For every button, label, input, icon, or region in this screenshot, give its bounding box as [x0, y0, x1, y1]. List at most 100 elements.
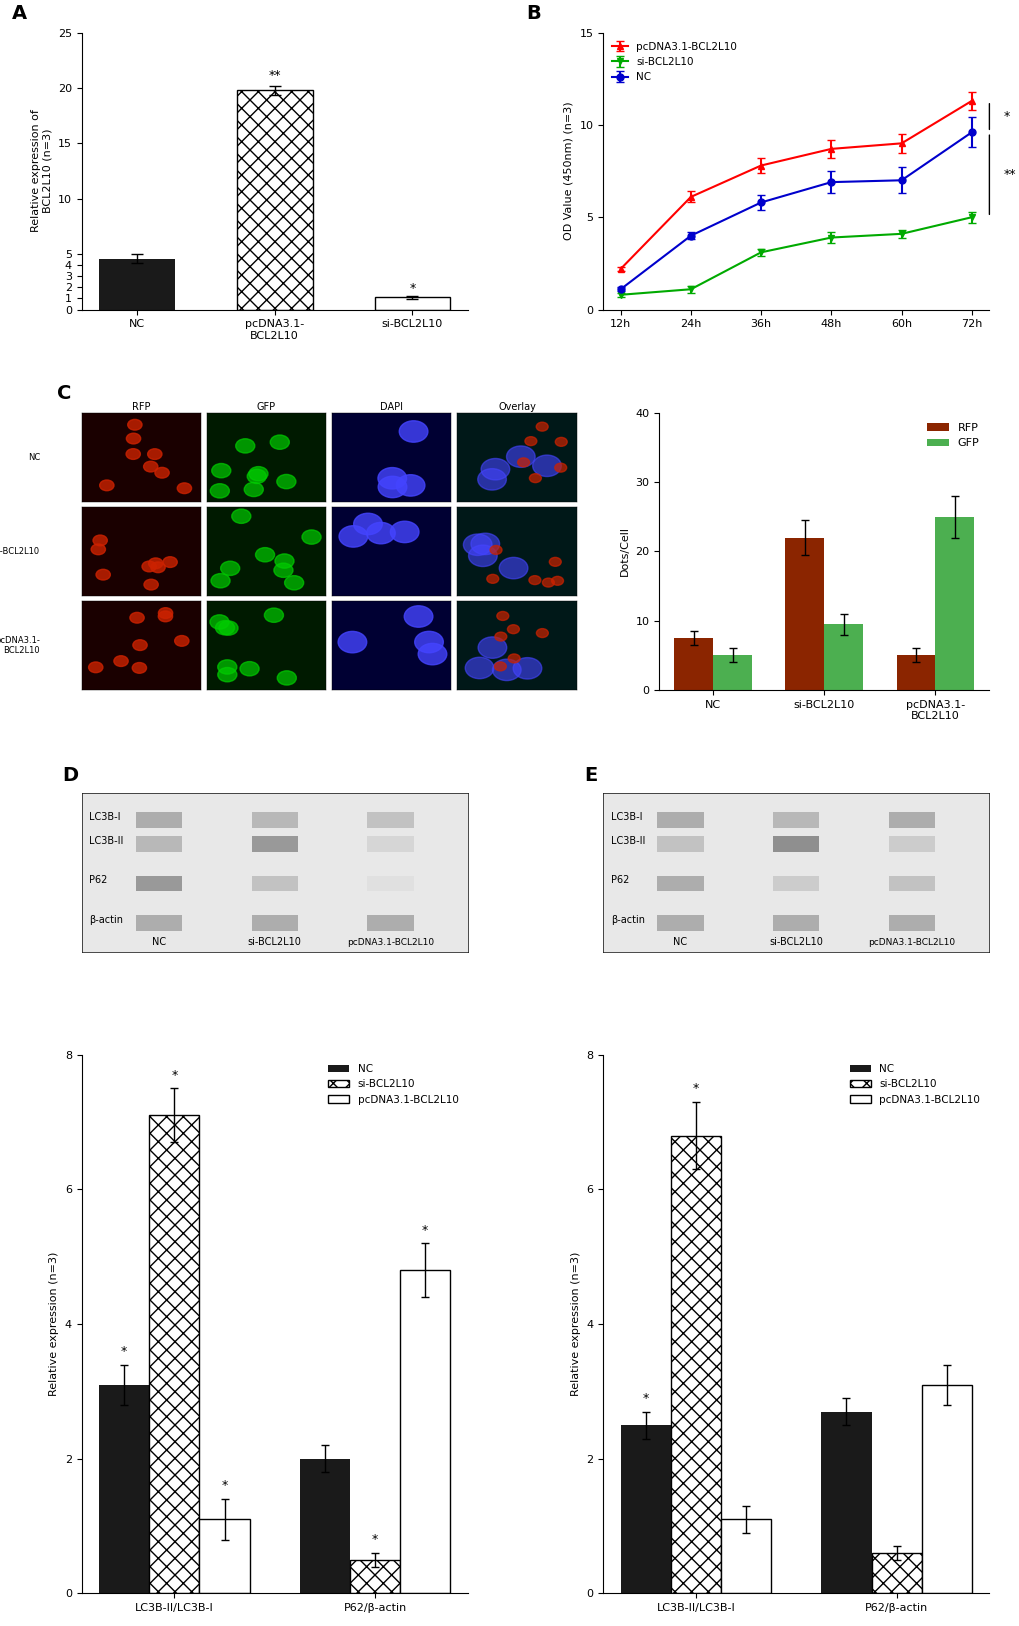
Circle shape	[547, 481, 559, 491]
Circle shape	[513, 437, 525, 446]
Bar	[656, 915, 703, 932]
Circle shape	[282, 641, 302, 655]
Bar	[772, 836, 818, 852]
Text: pcDNA3.1-BCL2L10: pcDNA3.1-BCL2L10	[346, 938, 434, 948]
Bar	[350, 1559, 399, 1593]
Text: pcDNA3.1-BCL2L10: pcDNA3.1-BCL2L10	[868, 938, 955, 948]
Bar	[671, 1135, 720, 1593]
Bar	[136, 875, 181, 891]
Circle shape	[125, 520, 140, 532]
Legend: NC, si-BCL2L10, pcDNA3.1-BCL2L10: NC, si-BCL2L10, pcDNA3.1-BCL2L10	[324, 1060, 463, 1109]
Text: si-BCL2L10: si-BCL2L10	[248, 937, 302, 948]
Bar	[934, 517, 973, 689]
Circle shape	[391, 626, 420, 649]
Text: LC3B-I: LC3B-I	[90, 811, 120, 823]
Circle shape	[236, 556, 256, 569]
Circle shape	[181, 468, 196, 478]
Title: Overlay: Overlay	[497, 402, 536, 411]
Bar	[136, 836, 181, 852]
Text: NC: NC	[673, 937, 687, 948]
Text: B: B	[526, 3, 540, 23]
Circle shape	[132, 452, 147, 462]
Bar	[252, 875, 298, 891]
Bar	[656, 875, 703, 891]
Circle shape	[357, 444, 386, 465]
Circle shape	[147, 577, 161, 587]
Circle shape	[273, 463, 292, 476]
Bar	[399, 1270, 450, 1593]
Circle shape	[266, 649, 285, 663]
Text: *: *	[422, 1224, 428, 1237]
Circle shape	[303, 660, 321, 675]
Circle shape	[301, 486, 320, 501]
Circle shape	[519, 454, 530, 462]
Circle shape	[210, 667, 228, 681]
Circle shape	[530, 556, 541, 564]
Circle shape	[104, 644, 118, 655]
Text: P62: P62	[610, 875, 629, 885]
Bar	[772, 813, 818, 828]
Text: P62: P62	[90, 875, 108, 885]
Bar	[367, 836, 414, 852]
Bar	[136, 813, 181, 828]
Bar	[99, 259, 174, 309]
Bar	[889, 813, 934, 828]
Bar	[823, 624, 862, 689]
Text: *: *	[171, 1068, 177, 1081]
Circle shape	[244, 553, 263, 567]
Bar	[367, 915, 414, 932]
Bar	[921, 1385, 971, 1593]
Bar	[300, 1459, 350, 1593]
Bar	[200, 1519, 250, 1593]
Bar	[720, 1519, 770, 1593]
Y-axis label: OD Value (450nm) (n=3): OD Value (450nm) (n=3)	[564, 102, 574, 241]
Text: *: *	[642, 1392, 648, 1405]
Circle shape	[133, 613, 148, 624]
Circle shape	[254, 654, 272, 668]
Circle shape	[235, 574, 255, 587]
Circle shape	[105, 626, 119, 637]
Circle shape	[346, 642, 375, 665]
Text: C: C	[57, 384, 71, 403]
Text: **: **	[1003, 167, 1015, 180]
Text: *: *	[121, 1345, 127, 1358]
Text: D: D	[62, 766, 78, 785]
Circle shape	[223, 418, 243, 433]
Title: RFP: RFP	[131, 402, 151, 411]
Text: *: *	[409, 281, 415, 294]
Text: *: *	[1003, 111, 1009, 124]
Circle shape	[162, 486, 176, 496]
Circle shape	[181, 545, 196, 556]
Circle shape	[543, 519, 555, 528]
Circle shape	[93, 675, 107, 686]
Circle shape	[138, 634, 152, 646]
Text: β-actin: β-actin	[90, 915, 123, 925]
Circle shape	[487, 569, 516, 590]
Text: *: *	[692, 1083, 698, 1096]
Circle shape	[525, 673, 536, 683]
Circle shape	[554, 668, 567, 678]
Circle shape	[527, 582, 539, 592]
Text: A: A	[12, 3, 28, 23]
Bar	[136, 915, 181, 932]
Text: LC3B-II: LC3B-II	[90, 836, 123, 846]
Circle shape	[528, 654, 556, 675]
Circle shape	[513, 426, 541, 447]
Circle shape	[486, 462, 498, 472]
Text: si-BCL2L10: si-BCL2L10	[768, 937, 822, 948]
Bar	[870, 1553, 921, 1593]
Circle shape	[268, 429, 287, 444]
Circle shape	[178, 628, 193, 639]
Circle shape	[213, 476, 232, 491]
Bar	[252, 813, 298, 828]
Bar	[149, 1115, 200, 1593]
Bar	[252, 915, 298, 932]
Y-axis label: Dots/Cell: Dots/Cell	[620, 527, 630, 576]
Legend: RFP, GFP: RFP, GFP	[921, 418, 983, 454]
Circle shape	[240, 563, 259, 577]
Text: β-actin: β-actin	[610, 915, 644, 925]
Bar	[820, 1411, 870, 1593]
Legend: pcDNA3.1-BCL2L10, si-BCL2L10, NC: pcDNA3.1-BCL2L10, si-BCL2L10, NC	[607, 37, 741, 86]
Circle shape	[296, 566, 315, 580]
Circle shape	[411, 655, 439, 676]
